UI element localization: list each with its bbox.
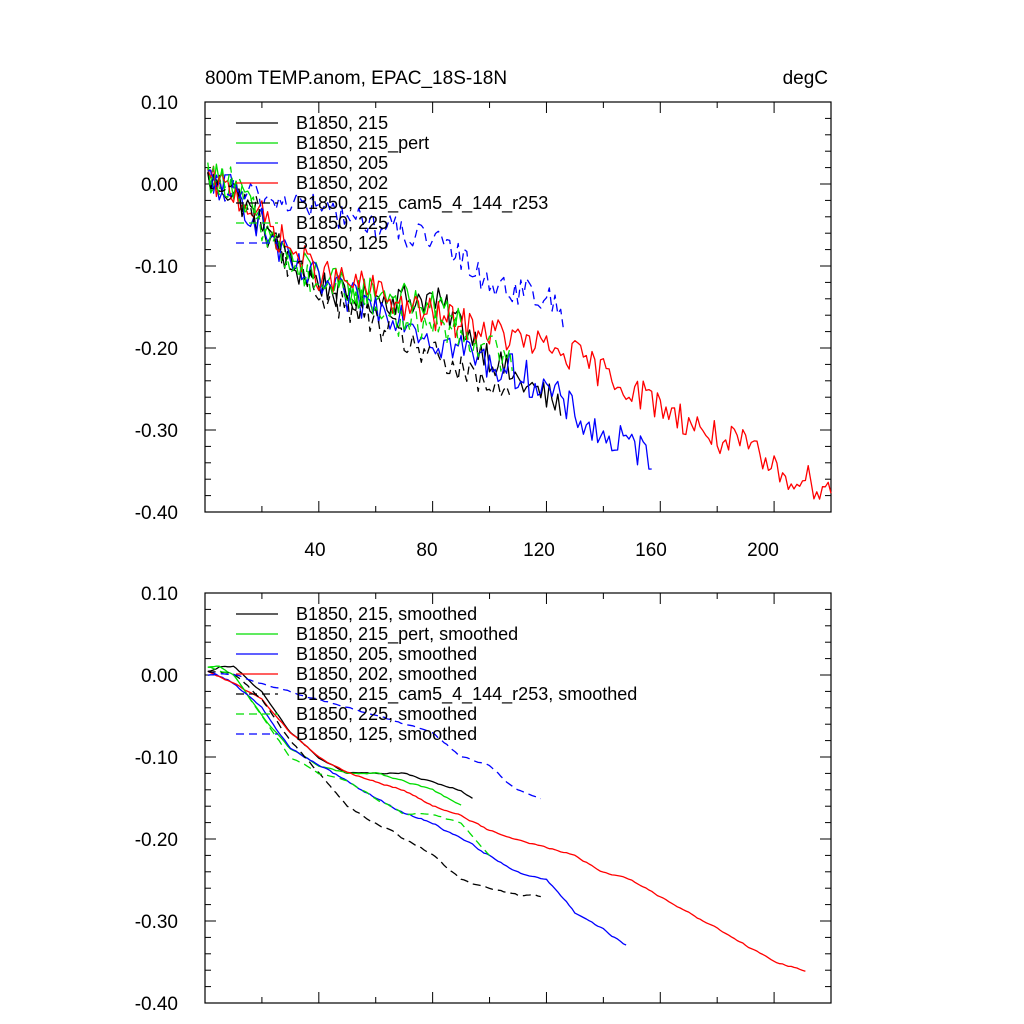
top-legend: B1850, 215 B1850, 215_pert B1850, 205 B1… [236,113,548,253]
top-legend-label: B1850, 215_cam5_4_144_r253 [296,193,548,214]
top-ticks [205,101,832,513]
top-panel-title: 800m TEMP.anom, EPAC_18S-18N [205,68,507,89]
bottom-legend-label: B1850, 225, smoothed [296,704,477,724]
top-legend-label: B1850, 202 [296,173,388,193]
bottom-series-line [207,665,473,799]
top-y-tick-label: -0.20 [135,339,178,360]
bottom-y-tick-label: -0.30 [135,912,178,933]
top-x-tick-label: 40 [304,540,325,561]
bottom-y-tick-label: -0.40 [135,994,178,1015]
top-panel-units: degC [783,68,828,89]
bottom-series-line [207,670,541,898]
top-plot-frame [204,101,832,513]
bottom-legend: B1850, 215, smoothed B1850, 215_pert, sm… [236,604,637,744]
top-x-tick-labels: 40 80 120 160 200 [304,540,778,561]
top-panel: 800m TEMP.anom, EPAC_18S-18N degC 0.10 0… [135,68,832,561]
top-x-tick-label: 160 [635,540,667,561]
top-x-tick-label: 120 [523,540,555,561]
bottom-series-line [207,673,542,800]
top-legend-label: B1850, 205 [296,153,388,173]
bottom-series-lines [207,665,806,972]
top-x-tick-label: 80 [416,540,437,561]
bottom-y-tick-label: -0.10 [135,748,178,769]
top-legend-label: B1850, 225 [296,213,388,233]
bottom-y-tick-label: 0.10 [141,584,178,605]
top-series-lines [207,162,832,500]
top-legend-label: B1850, 125 [296,233,388,253]
top-series-line [207,169,565,330]
top-y-tick-labels: 0.10 0.00 -0.10 -0.20 -0.30 -0.40 [135,93,178,524]
top-x-tick-label: 200 [747,540,779,561]
top-y-tick-label: 0.00 [141,175,178,196]
top-series-line [207,165,832,500]
bottom-panel: 0.10 0.00 -0.10 -0.20 -0.30 -0.40 B1850,… [135,584,832,1015]
top-legend-label: B1850, 215 [296,113,388,133]
top-series-line [207,162,513,372]
bottom-series-line [207,670,627,946]
bottom-y-tick-label: 0.00 [141,666,178,687]
top-series-line [207,168,652,470]
top-legend-label: B1850, 215_pert [296,133,429,154]
top-y-tick-label: -0.40 [135,503,178,524]
top-y-tick-label: 0.10 [141,93,178,114]
bottom-series-line [207,670,806,972]
top-y-tick-label: -0.10 [135,257,178,278]
top-y-tick-label: -0.30 [135,421,178,442]
bottom-legend-label: B1850, 202, smoothed [296,664,477,684]
bottom-legend-label: B1850, 205, smoothed [296,644,477,664]
bottom-legend-label: B1850, 125, smoothed [296,724,477,744]
top-series-line [207,171,511,397]
bottom-y-tick-label: -0.20 [135,830,178,851]
bottom-legend-label: B1850, 215_pert, smoothed [296,624,518,645]
bottom-ticks [205,592,832,1004]
bottom-legend-label: B1850, 215, smoothed [296,604,477,624]
bottom-legend-label: B1850, 215_cam5_4_144_r253, smoothed [296,684,637,705]
bottom-y-tick-labels: 0.10 0.00 -0.10 -0.20 -0.30 -0.40 [135,584,178,1015]
bottom-plot-frame [204,592,832,1004]
